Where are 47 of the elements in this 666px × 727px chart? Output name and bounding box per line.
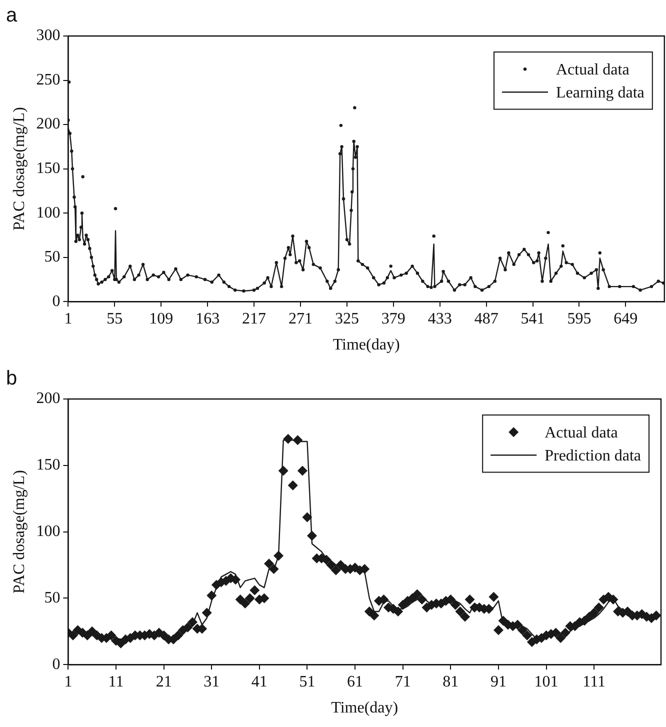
x-tick-label: 433 [428,310,452,328]
x-tick-label: 101 [534,673,558,690]
x-tick-label: 81 [442,673,459,690]
y-tick-label: 0 [52,656,60,673]
x-tick-label: 541 [520,310,545,328]
y-tick-label: 50 [44,248,60,266]
x-tick-label: 325 [334,310,359,328]
legend-label: Prediction data [544,447,642,464]
legend-label: Actual data [544,424,618,442]
x-tick-label: 41 [251,673,268,690]
x-tick-label: 595 [567,310,592,328]
x-tick-label: 379 [381,310,406,328]
legend-label: Learning data [556,84,644,102]
x-tick-label: 1 [64,310,72,328]
y-tick-label: 150 [36,160,60,178]
y-tick-label: 50 [44,589,60,606]
y-tick-label: 200 [36,390,60,408]
x-tick-label: 111 [582,673,606,690]
y-tick-label: 250 [36,71,60,88]
x-tick-label: 31 [204,673,220,690]
x-tick-label: 649 [614,310,638,328]
chart-title: b [6,368,18,390]
chart-title: a [6,4,18,27]
y-tick-label: 100 [36,204,60,222]
x-tick-label: 55 [106,310,123,328]
x-tick-label: 11 [108,673,124,690]
y-axis-title: PAC dosage(mg/L) [10,470,28,594]
y-tick-label: 300 [36,27,60,44]
x-tick-label: 217 [242,310,266,328]
x-tick-label: 61 [347,673,364,690]
x-tick-label: 21 [156,673,172,690]
x-tick-label: 71 [394,673,411,690]
y-axis-title: PAC dosage(mg/L) [10,107,28,231]
y-tick-label: 150 [36,456,60,474]
y-tick-label: 200 [36,116,60,133]
x-tick-label: 51 [299,673,316,690]
legend-label: Actual data [556,61,630,78]
x-tick-label: 91 [490,673,506,690]
x-tick-label: 1 [64,673,72,690]
x-tick-label: 109 [149,310,174,328]
y-tick-label: 0 [52,292,60,310]
x-axis-title: Time(day) [332,336,400,354]
x-tick-label: 271 [288,310,312,328]
y-tick-label: 100 [36,523,60,540]
x-tick-label: 163 [196,310,220,328]
x-tick-label: 487 [474,310,498,328]
x-axis-title: Time(day) [331,700,398,717]
